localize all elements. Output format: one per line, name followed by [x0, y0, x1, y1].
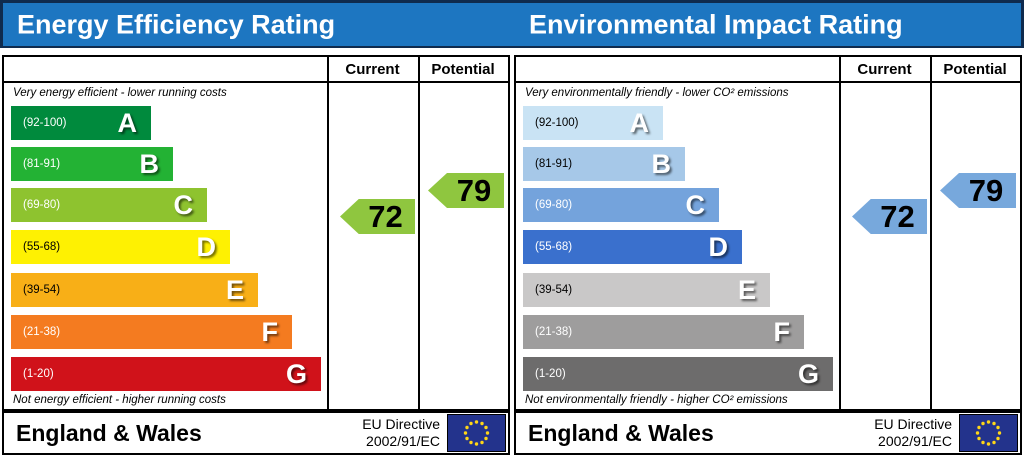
band-range: (21-38) [23, 326, 61, 338]
band-range: (55-68) [23, 241, 61, 253]
current-value-arrow: 72 [852, 199, 927, 234]
potential-column-header: Potential [943, 60, 1007, 78]
band-G: (1-20) G [523, 357, 833, 391]
band-C: (69-80) C [523, 188, 719, 222]
eu-directive-label: EU Directive 2002/91/EC [874, 416, 952, 451]
band-letter: A [629, 107, 650, 138]
potential-value: 79 [968, 173, 1004, 208]
eu-flag-icon [447, 414, 506, 452]
band-range: (81-91) [23, 158, 61, 170]
band-range: (1-20) [23, 368, 54, 380]
band-range: (92-100) [23, 117, 67, 129]
bottom-caption: Not environmentally friendly - higher CO… [525, 394, 788, 406]
energy-rating-title: Energy Efficiency Rating [17, 9, 336, 39]
band-letter: C [173, 189, 194, 220]
column-header-row: Current Potential [4, 57, 508, 83]
band-range: (39-54) [535, 284, 573, 296]
environmental-footer: England & Wales EU Directive 2002/91/EC [514, 411, 1022, 455]
current-value: 72 [368, 199, 403, 234]
band-letter: D [196, 231, 217, 262]
environmental-rating-title: Environmental Impact Rating [529, 9, 903, 39]
potential-column-divider [930, 57, 932, 409]
directive-line-2: 2002/91/EC [878, 433, 952, 449]
band-letter: F [261, 316, 279, 347]
band-C: (69-80) C [11, 188, 207, 222]
band-letter: G [797, 358, 819, 389]
band-range: (92-100) [535, 117, 579, 129]
potential-column-divider [418, 57, 420, 409]
eu-directive-label: EU Directive 2002/91/EC [362, 416, 440, 451]
top-caption: Very environmentally friendly - lower CO… [525, 87, 789, 99]
band-letter: A [117, 107, 138, 138]
band-A: (92-100) A [523, 106, 663, 140]
band-letter: D [708, 231, 729, 262]
column-header-row: Current Potential [516, 57, 1020, 83]
current-value-arrow: 72 [340, 199, 415, 234]
band-D: (55-68) D [11, 230, 230, 264]
eu-flag-icon [959, 414, 1018, 452]
band-range: (55-68) [535, 241, 573, 253]
band-letter: B [651, 148, 672, 179]
band-range: (39-54) [23, 284, 61, 296]
current-column-header: Current [857, 60, 912, 78]
band-B: (81-91) B [523, 147, 685, 181]
band-range: (69-80) [23, 199, 61, 211]
band-letter: G [285, 358, 307, 389]
band-letter: F [773, 316, 791, 347]
potential-column-header: Potential [431, 60, 495, 78]
energy-footer: England & Wales EU Directive 2002/91/EC [2, 411, 510, 455]
directive-line-2: 2002/91/EC [366, 433, 440, 449]
current-value: 72 [880, 199, 915, 234]
current-column-header: Current [345, 60, 400, 78]
potential-value-arrow: 79 [428, 173, 504, 208]
band-E: (39-54) E [11, 273, 258, 307]
band-letter: E [737, 274, 756, 305]
current-column-divider [839, 57, 841, 409]
band-range: (69-80) [535, 199, 573, 211]
band-D: (55-68) D [523, 230, 742, 264]
band-range: (21-38) [535, 326, 573, 338]
top-caption: Very energy efficient - lower running co… [13, 87, 227, 99]
bottom-caption: Not energy efficient - higher running co… [13, 394, 226, 406]
band-E: (39-54) E [523, 273, 770, 307]
header-bar: Energy Efficiency Rating Environmental I… [0, 0, 1024, 48]
energy-rating-panel: Current Potential Very energy efficient … [2, 55, 510, 411]
band-F: (21-38) F [523, 315, 804, 349]
directive-line-1: EU Directive [362, 415, 440, 432]
region-label: England & Wales [16, 419, 202, 446]
band-B: (81-91) B [11, 147, 173, 181]
region-label: England & Wales [528, 419, 714, 446]
potential-value: 79 [456, 173, 492, 208]
band-letter: B [139, 148, 160, 179]
band-G: (1-20) G [11, 357, 321, 391]
band-F: (21-38) F [11, 315, 292, 349]
band-letter: E [225, 274, 244, 305]
band-range: (1-20) [535, 368, 566, 380]
band-letter: C [685, 189, 706, 220]
current-column-divider [327, 57, 329, 409]
band-A: (92-100) A [11, 106, 151, 140]
environmental-rating-panel: Current Potential Very environmentally f… [514, 55, 1022, 411]
directive-line-1: EU Directive [874, 415, 952, 432]
potential-value-arrow: 79 [940, 173, 1016, 208]
band-range: (81-91) [535, 158, 573, 170]
